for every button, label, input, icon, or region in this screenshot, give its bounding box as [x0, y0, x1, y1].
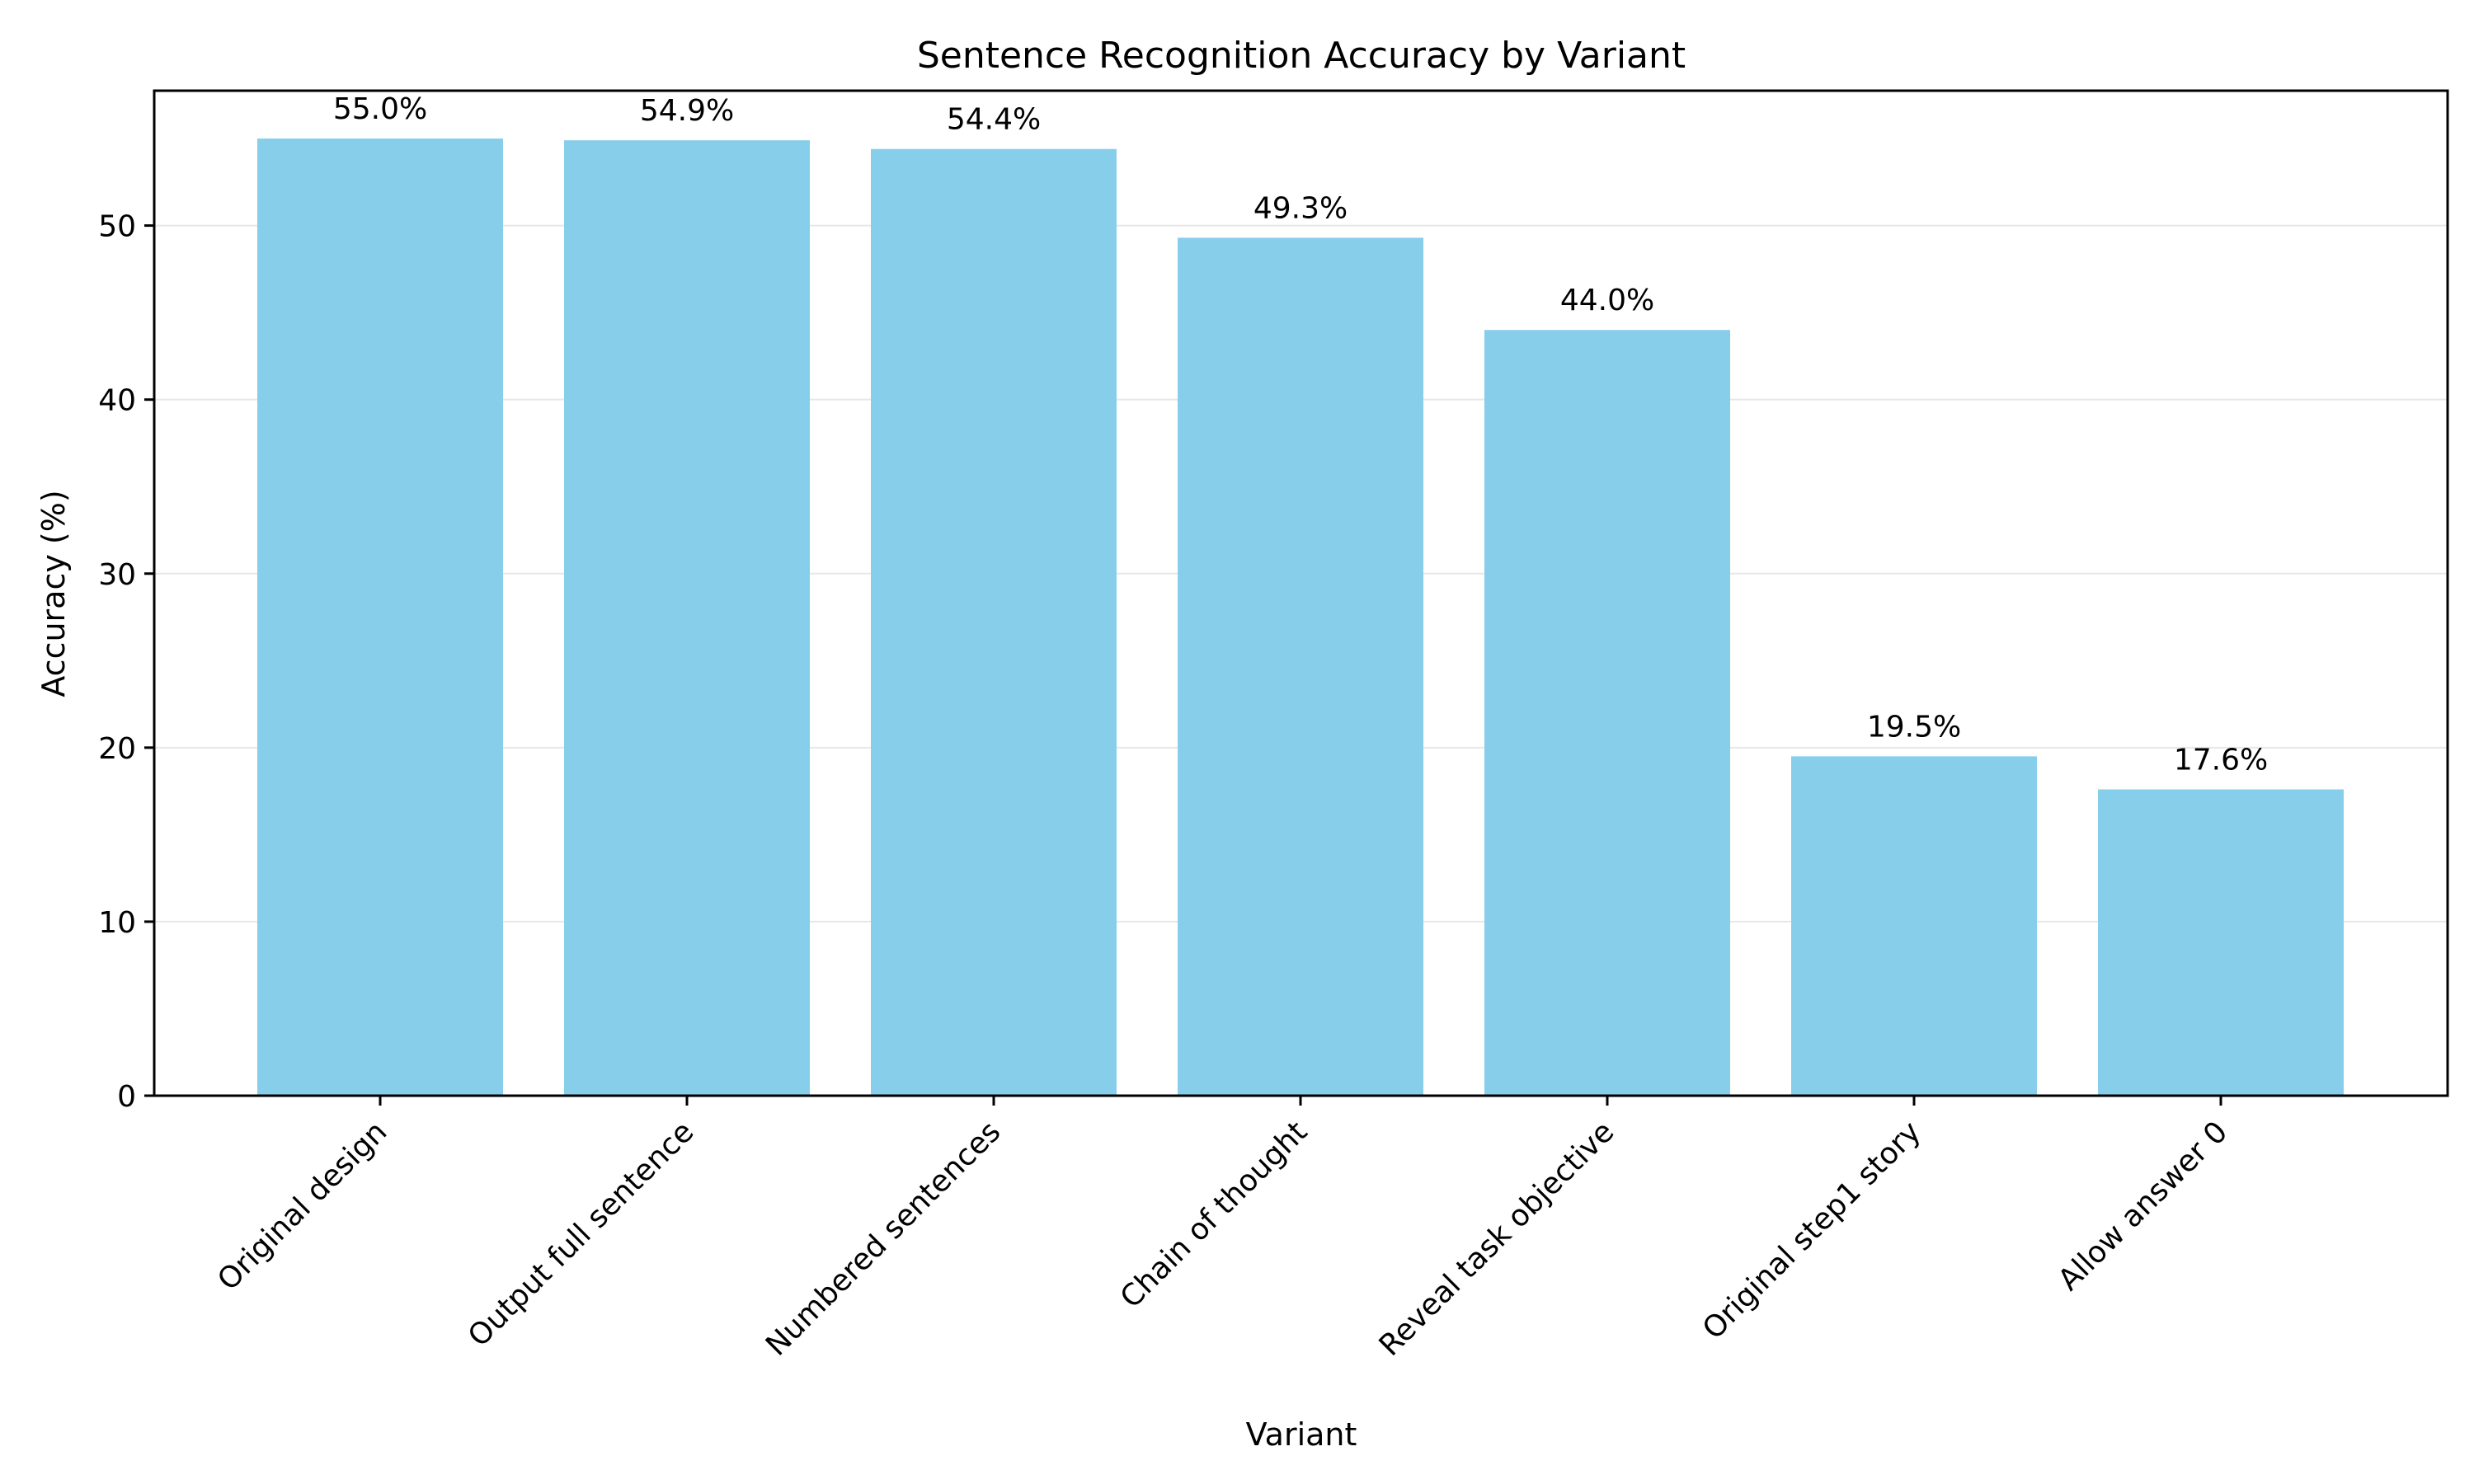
- x-tick-label: Original step1 story: [1696, 1115, 1927, 1345]
- x-axis-label: Variant: [1246, 1416, 1357, 1453]
- bar-value-label: 54.4%: [947, 103, 1041, 137]
- y-tick-label: 30: [98, 558, 136, 592]
- x-tick-label: Chain of thought: [1114, 1115, 1315, 1315]
- bar-value-label: 19.5%: [1867, 710, 1961, 744]
- y-tick-label: 10: [98, 906, 136, 940]
- y-tick-label: 0: [117, 1080, 136, 1114]
- bar: [1484, 330, 1730, 1096]
- bar-value-label: 44.0%: [1560, 284, 1654, 317]
- chart-title: Sentence Recognition Accuracy by Variant: [917, 35, 1686, 77]
- y-axis-ticks: 0 10 20 30 40 50: [98, 210, 154, 1114]
- x-tick-label: Original design: [211, 1115, 393, 1297]
- x-tick-label: Allow answer 0: [2052, 1115, 2234, 1297]
- bar: [1791, 756, 2037, 1096]
- y-tick-label: 40: [98, 384, 136, 418]
- x-tick-label: Reveal task objective: [1373, 1115, 1621, 1363]
- bar-value-label: 17.6%: [2174, 743, 2268, 777]
- x-axis-ticks: Original design Output full sentence Numbe…: [211, 1096, 2234, 1363]
- data-labels: 55.0% 54.9% 54.4% 49.3% 44.0% 19.5% 17.6%: [333, 92, 2268, 777]
- y-tick-label: 20: [98, 732, 136, 766]
- bar: [564, 140, 810, 1096]
- bar: [1178, 237, 1423, 1096]
- bar-value-label: 55.0%: [333, 92, 427, 126]
- bars: [257, 139, 2344, 1097]
- y-tick-label: 50: [98, 210, 136, 244]
- y-axis-label: Accuracy (%): [35, 490, 72, 697]
- bar: [257, 139, 503, 1097]
- x-tick-label: Numbered sentences: [760, 1115, 1007, 1362]
- bar: [2098, 789, 2344, 1096]
- bar-value-label: 54.9%: [640, 94, 734, 128]
- bar-value-label: 49.3%: [1253, 191, 1348, 225]
- bar: [871, 148, 1117, 1097]
- x-tick-label: Output full sentence: [462, 1115, 700, 1353]
